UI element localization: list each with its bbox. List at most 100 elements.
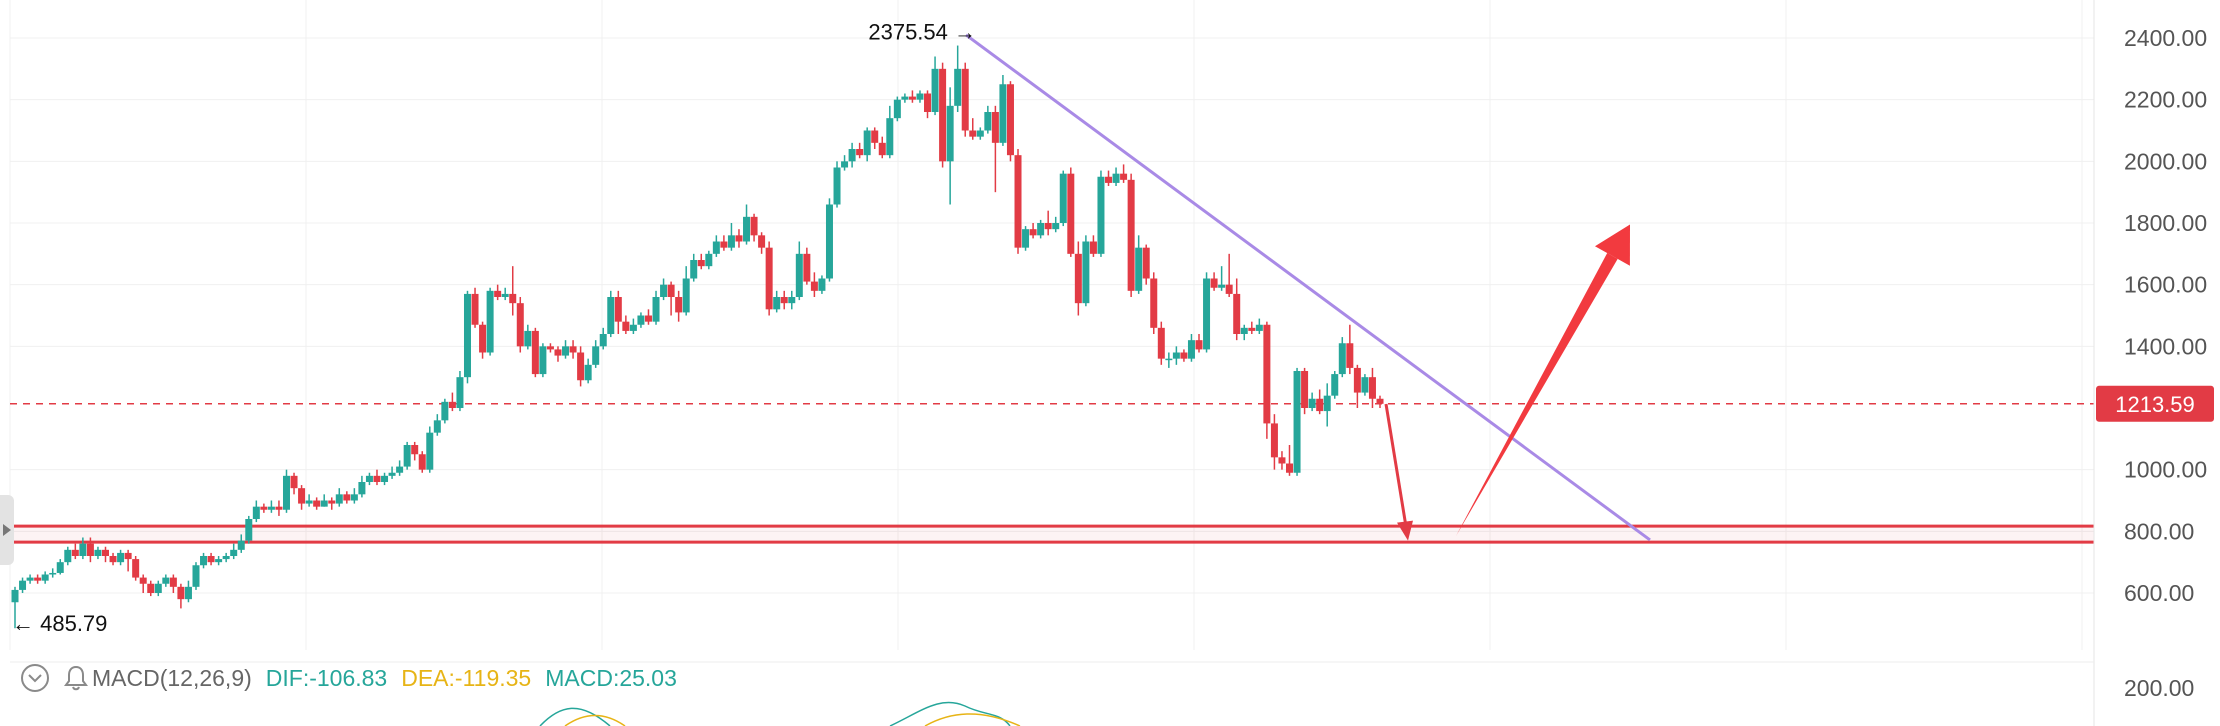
candle-body: [237, 540, 245, 550]
candle: [1361, 374, 1369, 396]
macd-value: MACD:25.03: [545, 664, 677, 691]
candle-body: [1052, 223, 1060, 230]
candle-body: [614, 297, 622, 322]
candle: [810, 272, 818, 297]
candle: [1338, 337, 1346, 378]
indicator-legend: MACD(12,26,9) DIF:-106.83 DEA:-119.35 MA…: [20, 655, 677, 701]
side-panel-handle[interactable]: [0, 495, 14, 565]
candle-body: [147, 583, 155, 593]
bell-icon[interactable]: [64, 665, 88, 691]
candle: [780, 290, 788, 310]
candle: [109, 552, 117, 566]
candle: [795, 241, 803, 301]
candle: [614, 290, 622, 334]
candle-body: [1097, 176, 1105, 254]
y-tick-label: 2400.00: [2124, 25, 2207, 51]
candle: [946, 87, 954, 205]
candle-body: [1014, 155, 1022, 248]
candle: [471, 287, 479, 328]
candle-body: [999, 84, 1007, 143]
candle: [1263, 321, 1271, 439]
candle-body: [652, 297, 660, 322]
candle-body: [1293, 371, 1301, 473]
candle-body: [313, 500, 321, 507]
indicator-name[interactable]: MACD(12,26,9): [92, 664, 252, 691]
candle-body: [901, 96, 909, 100]
candle: [856, 142, 864, 159]
candle: [1203, 272, 1211, 353]
candle: [154, 580, 162, 597]
candle: [222, 552, 230, 563]
candle: [743, 204, 751, 245]
candle: [34, 574, 42, 584]
candle-body: [320, 500, 328, 507]
candle-body: [56, 562, 64, 573]
candle: [320, 494, 328, 507]
candle: [841, 155, 849, 171]
candle-body: [207, 556, 215, 563]
candle: [652, 290, 660, 325]
candle: [675, 290, 683, 322]
chevron-down-circle-icon[interactable]: [20, 663, 50, 693]
candle-body: [509, 293, 517, 304]
candle: [577, 346, 585, 387]
candle-body: [267, 506, 275, 510]
candle: [486, 287, 494, 356]
candle: [509, 266, 517, 316]
up-arrow-head: [1594, 224, 1630, 266]
candle: [117, 549, 125, 566]
macd-panel: 200.00: [10, 661, 2194, 726]
candle-body: [328, 500, 336, 504]
candle-body: [931, 68, 939, 112]
candle-body: [1029, 229, 1037, 236]
candle: [343, 491, 351, 504]
candle: [1006, 81, 1014, 162]
candle: [275, 500, 283, 516]
price-tag-background: [2096, 385, 2214, 422]
candle-body: [34, 577, 42, 581]
candle-body: [893, 99, 901, 119]
candle-body: [607, 297, 615, 334]
candle-body: [546, 346, 554, 350]
candle: [1135, 235, 1143, 294]
candle: [1022, 226, 1030, 251]
candle: [976, 127, 984, 140]
candle-body: [599, 334, 607, 347]
candle-body: [19, 580, 27, 590]
candle: [690, 253, 698, 282]
candle-body: [946, 105, 954, 162]
candle-body: [1210, 278, 1218, 288]
candle: [56, 559, 64, 575]
candle-body: [1037, 223, 1045, 236]
candle: [1248, 321, 1256, 334]
candle-body: [1089, 241, 1097, 254]
candle: [396, 460, 404, 476]
candle: [871, 127, 879, 149]
candle-body: [471, 293, 479, 325]
y-tick-label: 800.00: [2124, 518, 2194, 544]
candle-body: [818, 278, 826, 291]
candle-body: [441, 401, 449, 421]
candle-body: [712, 241, 720, 254]
candle: [1278, 451, 1286, 470]
candle: [863, 127, 871, 162]
candle: [924, 90, 932, 119]
candle: [26, 574, 34, 584]
candle: [1308, 392, 1316, 412]
candle-body: [463, 293, 471, 378]
candle: [531, 327, 539, 378]
candle: [41, 571, 49, 584]
candle: [71, 543, 79, 560]
candle-body: [1172, 352, 1180, 359]
low-annotation: ← 485.79: [12, 611, 107, 636]
candle: [1052, 216, 1060, 233]
candle: [1240, 324, 1248, 341]
candle-body: [878, 142, 886, 156]
candle-body: [637, 315, 645, 325]
candle-body: [275, 506, 283, 510]
candle-body: [26, 577, 34, 581]
candle: [735, 229, 743, 248]
candle-body: [1353, 367, 1361, 393]
candle-body: [1308, 398, 1316, 408]
